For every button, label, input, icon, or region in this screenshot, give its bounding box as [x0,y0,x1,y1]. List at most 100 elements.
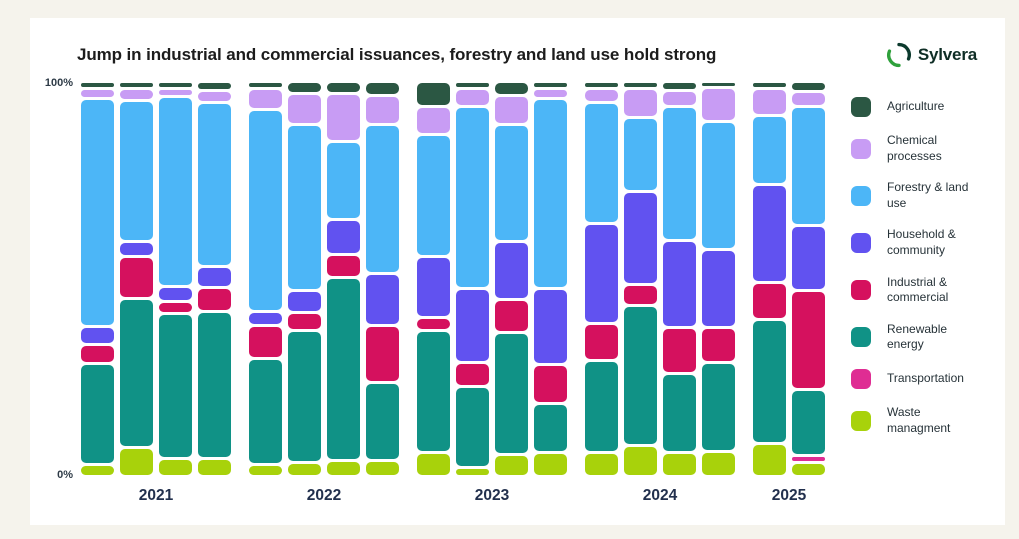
stacked-bar-2024-3 [663,83,696,476]
segment-waste-managment [81,465,114,475]
legend-label-industrial-commercial: Industrial & commercial [887,274,949,305]
segment-chemical-processes [417,108,450,133]
segment-renewable-energy [417,331,450,452]
segment-forestry-land-use [702,123,735,249]
year-group-2022 [249,83,399,476]
segment-waste-managment [288,463,321,475]
segment-industrial-commercial [624,285,657,305]
segment-industrial-commercial [702,328,735,361]
segment-renewable-energy [792,391,825,455]
segment-chemical-processes [327,95,360,141]
segment-household-community [288,292,321,311]
x-axis-label-2025: 2025 [771,487,807,504]
segment-chemical-processes [81,89,114,98]
segment-household-community [81,327,114,343]
chart-header: Jump in industrial and commercial issuan… [77,42,977,68]
segment-renewable-energy [249,359,282,463]
legend-chip-household-community [851,232,871,253]
chart-title: Jump in industrial and commercial issuan… [77,45,717,64]
stacked-bar-2021-3 [159,83,192,475]
segment-agriculture [159,83,192,87]
segment-waste-managment [585,454,618,475]
y-axis: 100% 0% [44,77,81,481]
segment-industrial-commercial [288,313,321,329]
segment-chemical-processes [624,89,657,116]
segment-waste-managment [417,454,450,475]
stacked-bar-2022-1 [249,83,282,475]
segment-waste-managment [366,461,399,476]
x-axis: 2021 2022 2023 2024 2025 [81,487,825,505]
segment-chemical-processes [159,89,192,96]
segment-chemical-processes [366,97,399,124]
segment-renewable-energy [585,361,618,452]
segment-industrial-commercial [120,257,153,297]
segment-industrial-commercial [495,300,528,331]
segment-renewable-energy [753,320,786,443]
stacked-bar-2021-2 [120,83,153,475]
segment-forestry-land-use [624,118,657,190]
segment-industrial-commercial [81,345,114,363]
x-axis-label-2022: 2022 [306,487,342,504]
segment-agriculture [120,83,153,87]
segment-agriculture [456,83,489,87]
segment-waste-managment [159,460,192,475]
segment-household-community [327,221,360,253]
segment-household-community [495,243,528,298]
legend-label-forestry-land-use: Forestry & land use [887,180,969,210]
stacked-bar-2022-4 [366,83,399,476]
segment-industrial-commercial [249,326,282,357]
segment-waste-managment [120,448,153,475]
year-group-2025 [753,83,825,475]
segment-chemical-processes [702,88,735,121]
segment-waste-managment [702,452,735,475]
segment-chemical-processes [198,91,231,101]
segment-renewable-energy [120,299,153,446]
stacked-bar-2025-1 [753,83,786,475]
segment-chemical-processes [792,93,825,105]
segment-forestry-land-use [288,126,321,290]
segment-household-community [585,224,618,322]
legend-chip-chemical-processes [851,138,871,159]
legend-chip-renewable-energy [851,327,871,348]
segment-agriculture [585,83,618,87]
segment-forestry-land-use [120,102,153,241]
segment-household-community [663,241,696,326]
legend-item-waste-managment: Waste managment [851,405,993,436]
legend-item-renewable-energy: Renewable energy [851,322,993,353]
segment-agriculture [792,83,825,91]
segment-transportation [792,457,825,461]
segment-waste-managment [198,460,231,475]
segment-household-community [624,192,657,283]
segment-forestry-land-use [81,100,114,325]
legend-label-agriculture: Agriculture [887,99,945,114]
segment-waste-managment [792,463,825,475]
segment-waste-managment [534,454,567,475]
y-tick-0: 0% [57,469,73,481]
stacked-bars [81,83,825,476]
segment-forestry-land-use [327,143,360,219]
segment-agriculture [327,83,360,93]
segment-waste-managment [495,456,528,476]
stacked-bar-2024-4 [702,83,735,475]
segment-chemical-processes [249,89,282,109]
segment-chemical-processes [753,89,786,115]
segment-chemical-processes [495,97,528,124]
legend-item-transportation: Transportation [851,368,993,389]
segment-waste-managment [249,465,282,475]
segment-household-community [702,251,735,326]
year-group-2021 [81,83,231,475]
legend-label-waste-managment: Waste managment [887,404,951,435]
sylvera-ring-icon [886,42,912,68]
stacked-bar-2023-2 [456,83,489,475]
segment-forestry-land-use [534,100,567,288]
x-axis-label-2021: 2021 [138,487,174,504]
segment-industrial-commercial [585,325,618,359]
segment-forestry-land-use [417,135,450,256]
segment-agriculture [198,83,231,89]
segment-industrial-commercial [663,328,696,372]
segment-forestry-land-use [366,126,399,273]
segment-forestry-land-use [249,111,282,310]
segment-forestry-land-use [159,98,192,286]
segment-agriculture [702,83,735,86]
segment-industrial-commercial [753,283,786,318]
